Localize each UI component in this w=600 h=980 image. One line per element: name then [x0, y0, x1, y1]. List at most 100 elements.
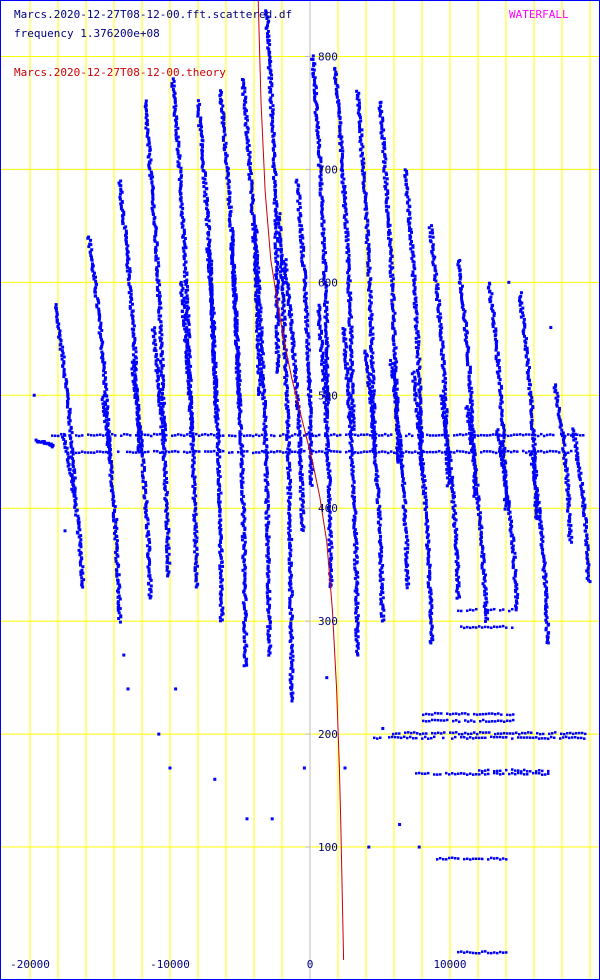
scatter-point: [250, 205, 254, 209]
scatter-point: [115, 574, 119, 578]
scatter-point: [313, 96, 317, 100]
scatter-point: [242, 560, 246, 564]
scatter-point: [378, 510, 382, 514]
scatter-point: [345, 362, 349, 366]
scatter-point: [165, 540, 169, 544]
scatter-point: [357, 108, 361, 112]
scatter-point: [324, 382, 328, 386]
scatter-point: [342, 193, 346, 197]
scatter-point: [308, 437, 312, 441]
scatter-point: [116, 579, 120, 583]
scatter-point: [260, 350, 264, 354]
scatter-point: [354, 599, 358, 603]
scatter-point: [299, 440, 303, 444]
scatter-point: [131, 321, 135, 325]
scatter-point: [147, 582, 151, 586]
scatter-point: [325, 352, 329, 356]
scatter-point: [118, 195, 122, 199]
scatter-point: [222, 148, 226, 152]
scatter-point: [319, 169, 323, 173]
scatter-point: [422, 462, 426, 466]
scatter-point: [288, 576, 292, 580]
scatter-point: [184, 312, 188, 316]
scatter-point: [218, 616, 222, 620]
scatter-point: [133, 373, 137, 377]
scatter-point: [217, 502, 221, 506]
scatter-point: [377, 106, 381, 110]
scatter-point: [125, 252, 129, 256]
scatter-point: [309, 409, 313, 413]
scatter-point: [420, 426, 424, 430]
scatter-point: [281, 269, 285, 273]
scatter-point: [72, 492, 76, 496]
scatter-point: [354, 539, 358, 543]
scatter-point: [297, 444, 301, 448]
scatter-point: [220, 578, 224, 582]
scatter-point: [235, 335, 239, 339]
scatter-point: [140, 463, 144, 467]
scatter-point: [262, 396, 266, 400]
scatter-point: [289, 594, 293, 598]
scatter-point: [352, 427, 356, 431]
scatter-point: [352, 499, 356, 503]
scatter-point: [89, 238, 93, 242]
scatter-point: [354, 511, 358, 515]
scatter-point: [218, 576, 222, 580]
scatter-point: [445, 408, 449, 412]
scatter-point: [243, 639, 247, 643]
scatter-point: [147, 570, 151, 574]
scatter-point: [281, 300, 285, 304]
scatter-point: [419, 421, 423, 425]
scatter-point: [305, 357, 309, 361]
scatter-point: [300, 233, 304, 237]
scatter-point: [364, 204, 368, 208]
scatter-point: [326, 442, 330, 446]
scatter-track: [179, 280, 200, 589]
scatter-point: [158, 339, 162, 343]
scatter-point: [258, 327, 262, 331]
scatter-point: [415, 312, 419, 316]
scatter-point: [343, 358, 347, 362]
scatter-point: [365, 354, 369, 358]
scatter-point: [257, 308, 261, 312]
scatter-point: [258, 287, 262, 291]
scatter-point: [395, 446, 399, 450]
scatter-point: [374, 444, 378, 448]
scatter-point: [299, 467, 303, 471]
scatter-point: [213, 392, 217, 396]
scatter-point: [266, 587, 270, 591]
scatter-point: [403, 514, 407, 518]
scatter-point: [362, 179, 366, 183]
scatter-point: [190, 412, 194, 416]
scatter-point: [159, 328, 163, 332]
scatter-point: [218, 449, 222, 453]
scatter-point: [179, 176, 183, 180]
scatter-track: [294, 178, 314, 487]
scatter-point: [61, 351, 65, 355]
scatter-point: [301, 242, 305, 246]
scatter-point: [349, 414, 353, 418]
scatter-point: [193, 475, 197, 479]
scatter-point: [354, 586, 358, 590]
scatter-point: [392, 349, 396, 353]
scatter-point: [242, 653, 246, 657]
scatter-point: [251, 193, 255, 197]
scatter-point: [266, 602, 270, 606]
scatter-point: [158, 325, 162, 329]
scatter-point: [273, 144, 277, 148]
scatter-point: [244, 132, 248, 136]
scatter-point: [215, 378, 219, 382]
scatter-point: [291, 355, 295, 359]
scatter-point: [127, 291, 131, 295]
scatter-point: [73, 500, 77, 504]
scatter-point: [61, 364, 65, 368]
scatter-point: [283, 272, 287, 276]
scatter-point: [446, 476, 450, 480]
scatter-point: [288, 570, 292, 574]
scatter-point: [131, 319, 135, 323]
scatter-point: [288, 631, 292, 635]
scatter-point: [230, 261, 234, 265]
scatter-point: [179, 170, 183, 174]
scatter-point: [289, 621, 293, 625]
scatter-point: [450, 500, 454, 504]
